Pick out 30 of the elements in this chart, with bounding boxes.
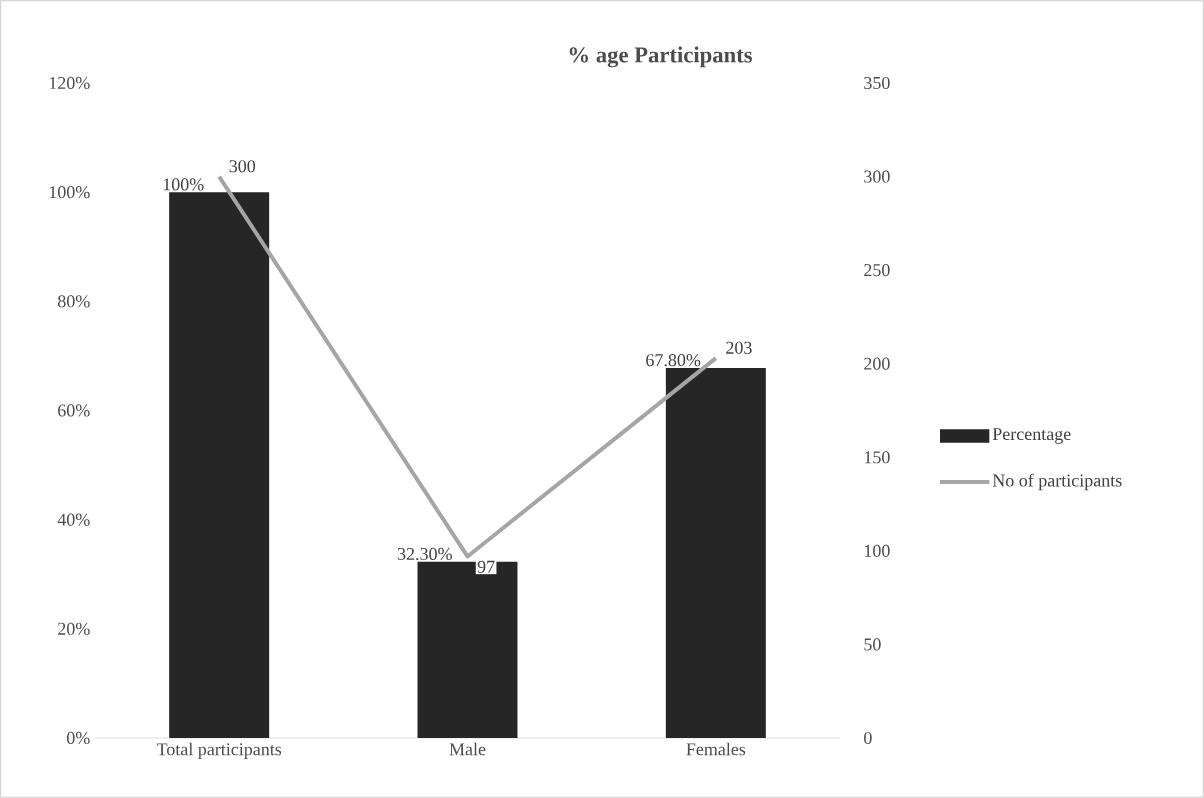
y2-tick-label: 350	[864, 76, 890, 90]
x-tick-label: Male	[449, 742, 486, 756]
data-label: 203	[726, 341, 752, 354]
y2-tick-label: 200	[864, 357, 890, 370]
x-tick-label: Females	[686, 742, 746, 756]
bar	[417, 561, 518, 738]
y-tick-label: 100%	[49, 186, 90, 199]
legend-label: No of participants	[992, 473, 1122, 491]
y-tick-label: 80%	[57, 295, 90, 308]
y2-tick-label: 300	[864, 170, 890, 183]
y2-tick-label: 0	[864, 731, 872, 745]
data-label: 97	[477, 560, 495, 573]
bar	[169, 192, 270, 738]
y-tick-label: 40%	[57, 513, 90, 526]
data-label: 67.80%	[646, 354, 701, 367]
y2-tick-label: 150	[864, 451, 890, 464]
data-label: 300	[229, 160, 256, 173]
x-tick-label: Total participants	[156, 742, 282, 760]
y2-tick-label: 100	[864, 544, 890, 557]
data-label: 32.30%	[397, 547, 452, 561]
y-tick-label: 0%	[66, 731, 90, 745]
y2-tick-label: 50	[864, 638, 881, 651]
y-tick-label: 60%	[58, 404, 90, 417]
y-tick-label: 120%	[49, 76, 90, 90]
y-tick-label: 20%	[58, 622, 90, 635]
bar	[665, 367, 766, 738]
legend-label: Percentage	[992, 428, 1071, 444]
chart-title: % age Participants	[569, 46, 752, 68]
y2-tick-label: 250	[864, 264, 890, 277]
data-label: 100%	[163, 178, 204, 191]
